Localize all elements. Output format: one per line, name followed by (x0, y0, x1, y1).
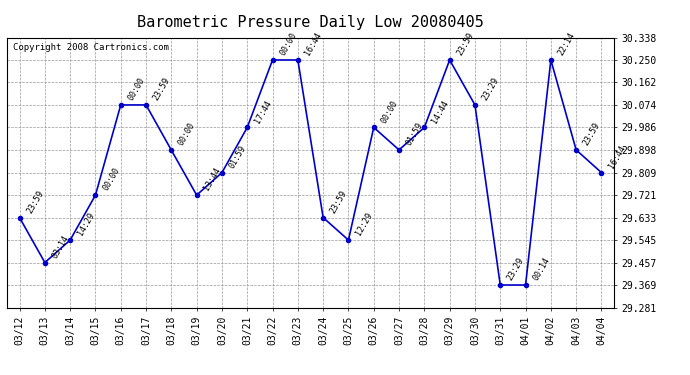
Text: 14:44: 14:44 (430, 99, 450, 124)
Text: 23:29: 23:29 (480, 76, 501, 102)
Text: 23:59: 23:59 (455, 31, 475, 57)
Text: 22:14: 22:14 (556, 31, 577, 57)
Text: 00:14: 00:14 (531, 256, 551, 282)
Text: Barometric Pressure Daily Low 20080405: Barometric Pressure Daily Low 20080405 (137, 15, 484, 30)
Text: 23:29: 23:29 (506, 256, 526, 282)
Text: 00:00: 00:00 (177, 121, 197, 147)
Text: Copyright 2008 Cartronics.com: Copyright 2008 Cartronics.com (13, 43, 169, 52)
Text: 23:59: 23:59 (328, 189, 349, 215)
Text: 16:44: 16:44 (304, 31, 324, 57)
Text: 12:29: 12:29 (354, 211, 374, 237)
Text: 17:44: 17:44 (253, 99, 273, 124)
Text: 00:00: 00:00 (380, 99, 400, 124)
Text: 01:59: 01:59 (404, 121, 425, 147)
Text: 23:59: 23:59 (152, 76, 172, 102)
Text: 03:14: 03:14 (50, 234, 70, 260)
Text: 01:59: 01:59 (228, 144, 248, 170)
Text: 13:44: 13:44 (202, 166, 222, 192)
Text: 14:29: 14:29 (76, 211, 96, 237)
Text: 23:59: 23:59 (582, 121, 602, 147)
Text: 16:44: 16:44 (607, 144, 627, 170)
Text: 23:59: 23:59 (25, 189, 46, 215)
Text: 00:00: 00:00 (278, 31, 298, 57)
Text: 00:00: 00:00 (126, 76, 146, 102)
Text: 00:00: 00:00 (101, 166, 121, 192)
